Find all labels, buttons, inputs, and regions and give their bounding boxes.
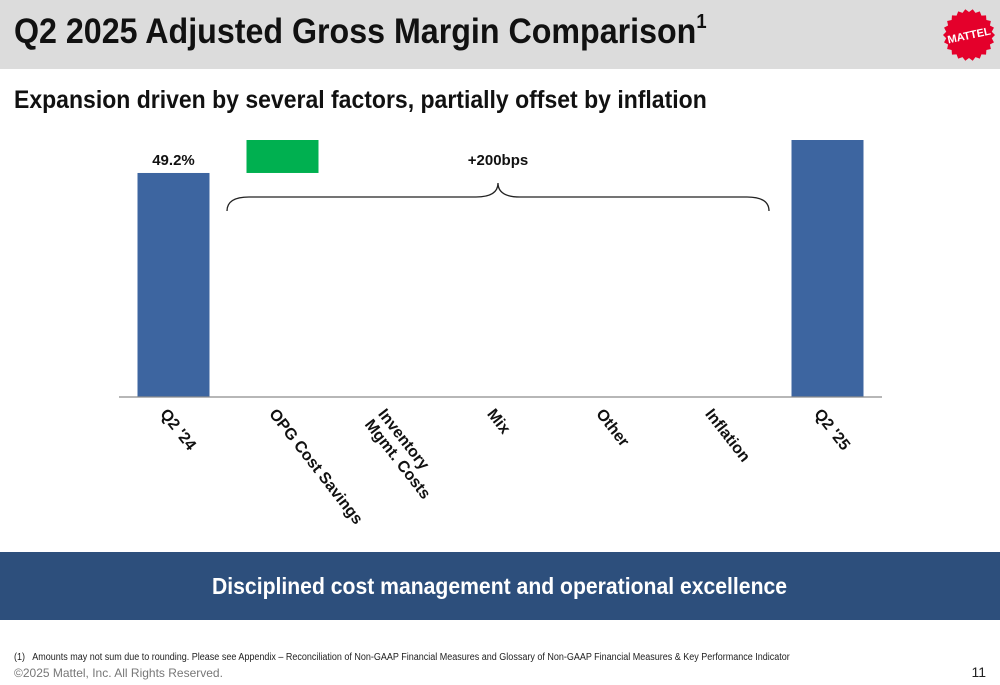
page-title-text: Q2 2025 Adjusted Gross Margin Comparison [14,12,697,51]
category-label-2: InventoryMgmt. Costs [361,406,447,503]
footnote: (1) Amounts may not sum due to rounding. … [14,652,790,663]
annotation-label: +200bps [468,152,528,169]
bar-1 [246,140,319,173]
category-label-3: Mix [483,406,513,438]
page-title: Q2 2025 Adjusted Gross Margin Comparison… [14,11,707,52]
category-label-0: Q2 '24 [156,406,199,454]
banner-text: Disciplined cost management and operatio… [212,572,788,599]
slide-subtitle: Expansion driven by several factors, par… [14,86,707,114]
mattel-logo: MATTEL [943,9,995,61]
category-label-5: Inflation [701,406,753,465]
footnote-text: Amounts may not sum due to rounding. Ple… [32,652,790,663]
bar-0 [137,172,210,397]
page-number: 11 [971,664,986,680]
bar-6 [791,140,864,397]
footnote-marker: (1) [14,652,26,663]
category-label-4: Other [592,406,632,450]
category-label-6: Q2 '25 [810,406,853,454]
data-label-0: 49.2% [152,152,195,169]
copyright: ©2025 Mattel, Inc. All Rights Reserved. [14,666,223,680]
annotation-brace [226,182,770,212]
takeaway-banner: Disciplined cost management and operatio… [0,552,1000,620]
title-bar: Q2 2025 Adjusted Gross Margin Comparison… [0,0,1000,69]
title-footnote-marker: 1 [696,11,707,34]
category-label-1: OPG Cost Savings [265,406,365,528]
waterfall-chart: 49.2%1.2%0.6%0.6%0.5%1.1%51.2%Q2 '24OPG … [119,140,882,528]
